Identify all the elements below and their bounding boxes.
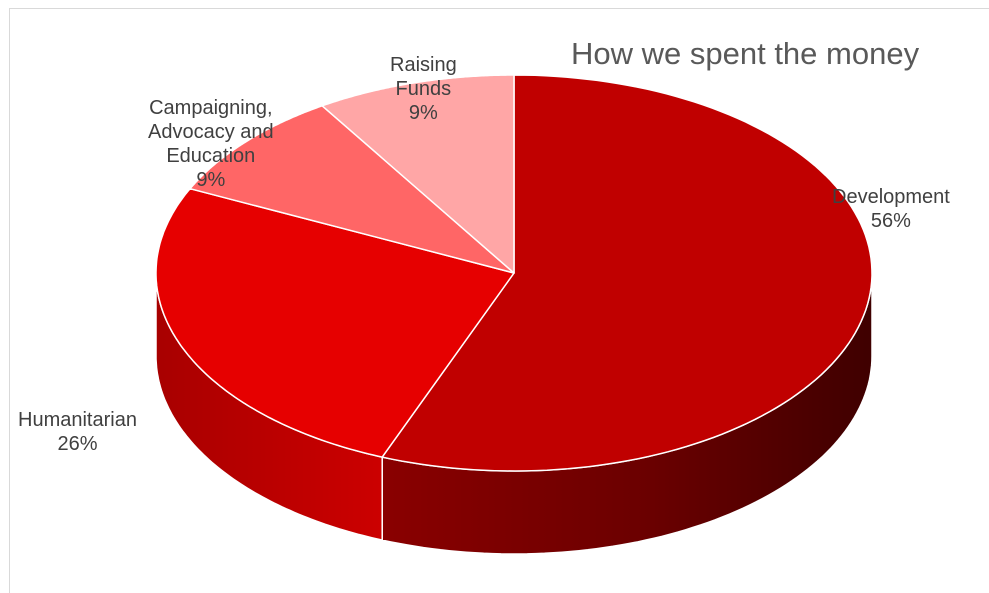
label-raising-value: 9% [408,102,438,124]
label-campaigning-value: 9% [196,169,226,191]
label-humanitarian: Humanitarian 26% [18,408,137,456]
label-campaigning: Campaigning, Advocacy and Education 9% [148,96,274,192]
label-development-name: Development [832,186,950,208]
label-development: Development 56% [832,185,950,233]
label-campaigning-line2: Advocacy and [148,121,274,143]
pie-slice-development [381,74,873,472]
pie-slice-humanitarian [155,187,515,458]
pie-slice-raising-funds [321,74,515,274]
label-development-value: 56% [870,210,911,232]
pie-tops [155,74,873,472]
label-raising-line1: Raising [390,54,457,76]
chart-border-top [9,8,989,9]
label-campaigning-line1: Campaigning, [149,97,273,119]
chart-border-left [9,8,10,593]
label-humanitarian-name: Humanitarian [18,409,137,431]
label-raising-line2: Funds [395,78,452,100]
label-campaigning-line3: Education [166,145,256,167]
chart-title: How we spent the money [571,36,920,71]
label-humanitarian-value: 26% [57,433,98,455]
pie-slice-campaigning-advocacy-and-education [189,105,515,274]
label-raising-funds: Raising Funds 9% [390,53,457,125]
